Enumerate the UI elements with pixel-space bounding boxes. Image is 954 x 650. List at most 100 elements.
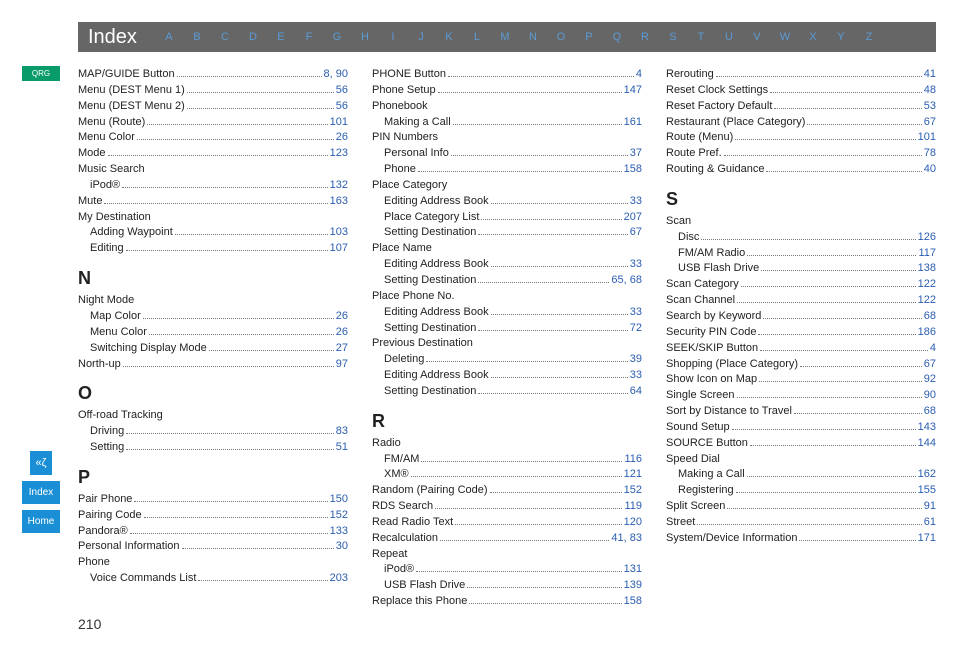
- page-link[interactable]: 161: [624, 115, 642, 130]
- page-link[interactable]: 72: [630, 321, 642, 336]
- alpha-letter-K[interactable]: K: [435, 31, 463, 43]
- qrg-tab[interactable]: QRG: [22, 66, 60, 81]
- page-link[interactable]: 101: [918, 130, 936, 145]
- page-link[interactable]: 123: [330, 146, 348, 161]
- page-link[interactable]: 133: [330, 524, 348, 539]
- alpha-letter-I[interactable]: I: [379, 31, 407, 43]
- page-link[interactable]: 97: [336, 357, 348, 372]
- alpha-letter-V[interactable]: V: [743, 31, 771, 43]
- page-link[interactable]: 120: [624, 515, 642, 530]
- page-link[interactable]: 122: [918, 277, 936, 292]
- alpha-letter-O[interactable]: O: [547, 31, 575, 43]
- page-link[interactable]: 150: [330, 492, 348, 507]
- page-link[interactable]: 132: [330, 178, 348, 193]
- page-link[interactable]: 68: [924, 309, 936, 324]
- alpha-letter-Z[interactable]: Z: [855, 31, 883, 43]
- alpha-letter-R[interactable]: R: [631, 31, 659, 43]
- page-link[interactable]: 158: [624, 594, 642, 609]
- alpha-letter-S[interactable]: S: [659, 31, 687, 43]
- page-link[interactable]: 27: [336, 341, 348, 356]
- alpha-letter-J[interactable]: J: [407, 31, 435, 43]
- page-link[interactable]: 39: [630, 352, 642, 367]
- page-link[interactable]: 116: [624, 452, 642, 467]
- page-link[interactable]: 171: [918, 531, 936, 546]
- alpha-letter-C[interactable]: C: [211, 31, 239, 43]
- page-link[interactable]: 107: [330, 241, 348, 256]
- page-link[interactable]: 56: [336, 99, 348, 114]
- alpha-letter-U[interactable]: U: [715, 31, 743, 43]
- page-link[interactable]: 207: [624, 210, 642, 225]
- page-link[interactable]: 4: [636, 67, 642, 82]
- page-link[interactable]: 126: [918, 230, 936, 245]
- page-link[interactable]: 33: [630, 194, 642, 209]
- page-link[interactable]: 67: [924, 357, 936, 372]
- page-link[interactable]: 101: [330, 115, 348, 130]
- page-link[interactable]: 26: [336, 130, 348, 145]
- page-link[interactable]: 33: [630, 257, 642, 272]
- page-link[interactable]: 131: [624, 562, 642, 577]
- page-link[interactable]: 68: [924, 404, 936, 419]
- alpha-letter-D[interactable]: D: [239, 31, 267, 43]
- alpha-letter-E[interactable]: E: [267, 31, 295, 43]
- alpha-letter-L[interactable]: L: [463, 31, 491, 43]
- page-link[interactable]: 41, 83: [611, 531, 642, 546]
- page-link[interactable]: 163: [330, 194, 348, 209]
- alpha-letter-W[interactable]: W: [771, 31, 799, 43]
- home-tab[interactable]: Home: [22, 510, 60, 533]
- page-link[interactable]: 121: [624, 467, 642, 482]
- page-link[interactable]: 8, 90: [324, 67, 348, 82]
- alpha-letter-N[interactable]: N: [519, 31, 547, 43]
- page-link[interactable]: 4: [930, 341, 936, 356]
- page-link[interactable]: 48: [924, 83, 936, 98]
- page-link[interactable]: 119: [624, 499, 642, 514]
- page-link[interactable]: 158: [624, 162, 642, 177]
- page-link[interactable]: 61: [924, 515, 936, 530]
- page-link[interactable]: 91: [924, 499, 936, 514]
- page-link[interactable]: 143: [918, 420, 936, 435]
- page-link[interactable]: 65, 68: [611, 273, 642, 288]
- alpha-letter-Q[interactable]: Q: [603, 31, 631, 43]
- page-link[interactable]: 67: [630, 225, 642, 240]
- page-link[interactable]: 26: [336, 309, 348, 324]
- page-link[interactable]: 162: [918, 467, 936, 482]
- alpha-letter-A[interactable]: A: [155, 31, 183, 43]
- alpha-letter-B[interactable]: B: [183, 31, 211, 43]
- page-link[interactable]: 33: [630, 368, 642, 383]
- alpha-letter-P[interactable]: P: [575, 31, 603, 43]
- page-link[interactable]: 186: [918, 325, 936, 340]
- page-link[interactable]: 33: [630, 305, 642, 320]
- alpha-letter-T[interactable]: T: [687, 31, 715, 43]
- page-link[interactable]: 56: [336, 83, 348, 98]
- page-link[interactable]: 152: [624, 483, 642, 498]
- page-link[interactable]: 139: [624, 578, 642, 593]
- page-link[interactable]: 203: [330, 571, 348, 586]
- index-tab[interactable]: Index: [22, 481, 60, 504]
- page-link[interactable]: 92: [924, 372, 936, 387]
- page-link[interactable]: 155: [918, 483, 936, 498]
- page-link[interactable]: 26: [336, 325, 348, 340]
- page-link[interactable]: 53: [924, 99, 936, 114]
- alpha-letter-F[interactable]: F: [295, 31, 323, 43]
- page-link[interactable]: 30: [336, 539, 348, 554]
- page-link[interactable]: 117: [918, 246, 936, 261]
- page-link[interactable]: 40: [924, 162, 936, 177]
- page-link[interactable]: 90: [924, 388, 936, 403]
- page-link[interactable]: 64: [630, 384, 642, 399]
- page-link[interactable]: 41: [924, 67, 936, 82]
- alpha-letter-X[interactable]: X: [799, 31, 827, 43]
- page-link[interactable]: 83: [336, 424, 348, 439]
- page-link[interactable]: 144: [918, 436, 936, 451]
- page-link[interactable]: 37: [630, 146, 642, 161]
- page-link[interactable]: 138: [918, 261, 936, 276]
- alpha-letter-Y[interactable]: Y: [827, 31, 855, 43]
- page-link[interactable]: 152: [330, 508, 348, 523]
- page-link[interactable]: 103: [330, 225, 348, 240]
- page-link[interactable]: 51: [336, 440, 348, 455]
- page-link[interactable]: 147: [624, 83, 642, 98]
- page-link[interactable]: 78: [924, 146, 936, 161]
- page-link[interactable]: 67: [924, 115, 936, 130]
- alpha-letter-G[interactable]: G: [323, 31, 351, 43]
- voice-icon[interactable]: «ζ: [30, 451, 52, 475]
- alpha-letter-M[interactable]: M: [491, 31, 519, 43]
- page-link[interactable]: 122: [918, 293, 936, 308]
